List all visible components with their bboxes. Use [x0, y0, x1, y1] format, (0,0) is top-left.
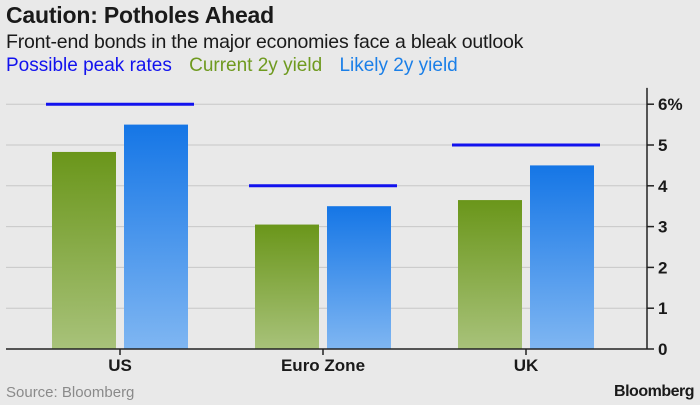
legend-current-yield: Current 2y yield: [189, 55, 323, 76]
y-tick-label: 2: [658, 258, 667, 277]
source-note: Source: Bloomberg: [6, 384, 135, 401]
bloomberg-logo: Bloomberg: [614, 383, 694, 400]
x-tick-label: Euro Zone: [281, 356, 365, 375]
chart-subtitle: Front-end bonds in the major economies f…: [6, 31, 524, 53]
y-tick-label: 5: [658, 136, 667, 155]
legend: Possible peak rates Current 2y yield Lik…: [6, 55, 470, 77]
bars: [46, 102, 600, 349]
bar-likely-yield: [327, 206, 391, 349]
x-tick-label: UK: [514, 356, 539, 375]
bar-current-yield: [458, 200, 522, 349]
bar-likely-yield: [124, 124, 188, 349]
y-tick-label: 4: [658, 177, 668, 196]
axes: 0 1 2 3 4 5 6% US Euro Zone UK: [6, 87, 683, 375]
y-tick-label: 0: [658, 340, 667, 359]
bar-likely-yield: [530, 165, 594, 349]
bar-current-yield: [255, 224, 319, 349]
chart-title: Caution: Potholes Ahead: [6, 2, 274, 28]
y-tick-label: 6%: [658, 95, 683, 114]
y-tick-label: 1: [658, 299, 667, 318]
bar-current-yield: [52, 151, 116, 349]
y-tick-label: 3: [658, 218, 667, 237]
x-tick-label: US: [108, 356, 132, 375]
legend-likely-yield: Likely 2y yield: [339, 55, 458, 76]
legend-peak-rates: Possible peak rates: [6, 55, 172, 76]
